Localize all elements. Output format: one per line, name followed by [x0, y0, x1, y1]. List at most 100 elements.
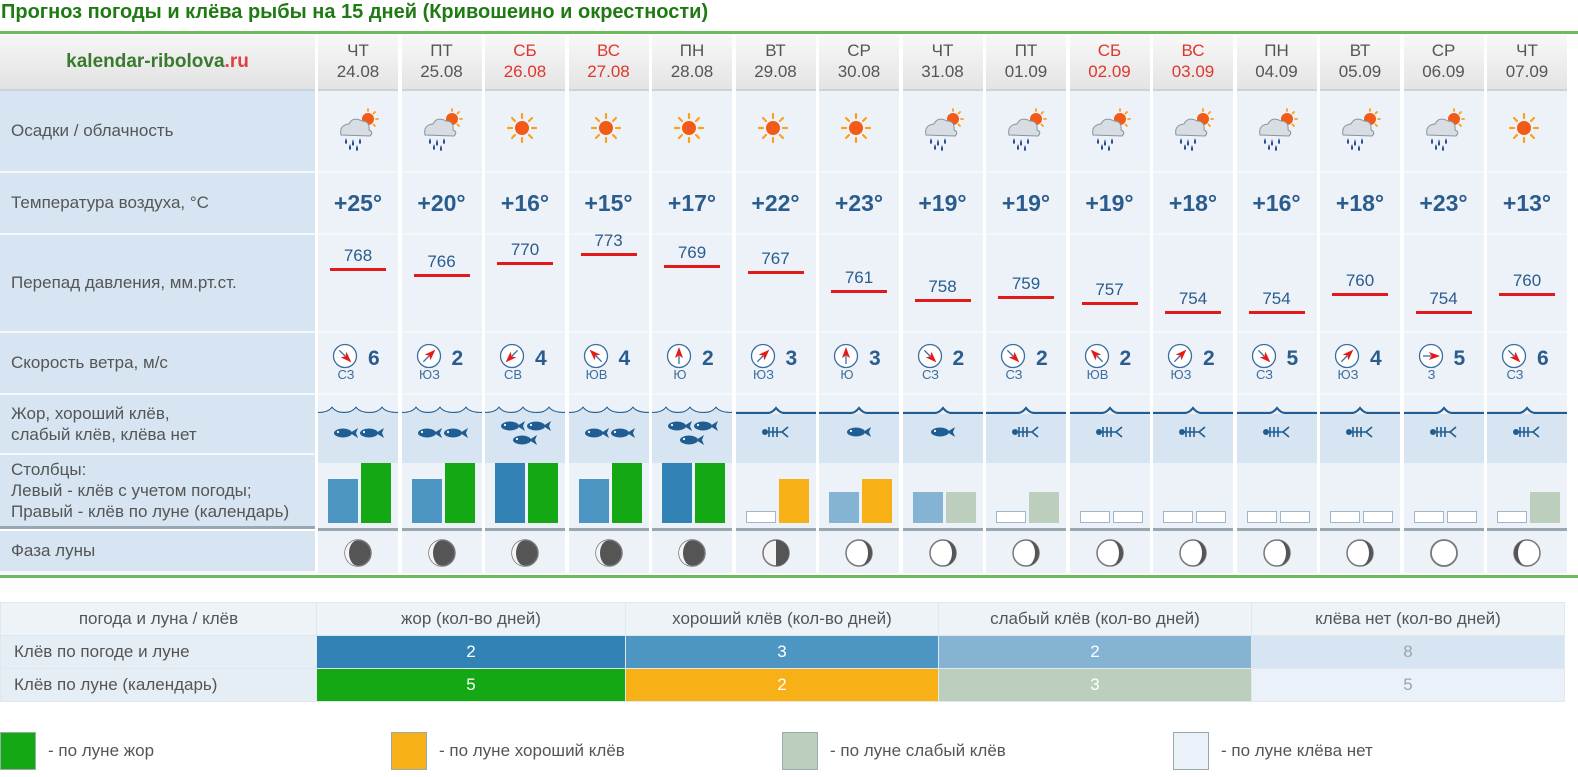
day-date: 05.09: [1338, 62, 1382, 81]
day-column: ЧТ 31.08 +19° 758 СЗ 2: [902, 35, 983, 573]
rain-cloud-sun-icon: [1425, 108, 1465, 151]
pressure-value: 759: [1011, 273, 1041, 293]
wind-direction-icon: [1167, 343, 1193, 369]
pressure-value: 758: [928, 276, 957, 296]
bars-cell: [1069, 455, 1150, 531]
bite-cell: [1236, 395, 1317, 463]
weather-bite-bar: [1413, 511, 1444, 523]
bars-cell: [1236, 455, 1317, 531]
wind-direction: ЮЗ: [1337, 367, 1359, 382]
day-column: СР 30.08 +23° 761 Ю 3: [819, 35, 899, 573]
moon-phase-icon: [1262, 539, 1291, 567]
summary-cell: 3: [625, 635, 939, 669]
pressure-cell: 757: [1069, 235, 1150, 333]
day-column: ЧТ 24.08 +25° 768 СЗ 6: [318, 35, 398, 573]
bite-cell: [401, 395, 482, 463]
day-header: ПТ 01.09: [986, 35, 1066, 91]
weather-bite-bar: [578, 479, 609, 523]
top-divider: [0, 31, 1578, 34]
day-of-week: СБ: [513, 41, 537, 60]
day-date: 26.08: [503, 62, 547, 81]
bite-cell: [735, 395, 816, 463]
summary-cell: 3: [938, 668, 1252, 702]
summary-header: слабый клёв (кол-во дней): [938, 602, 1252, 636]
temperature-value: +19°: [902, 173, 983, 235]
bite-cell: [902, 395, 983, 463]
temperature-value: +25°: [318, 173, 398, 235]
day-column: ПТ 25.08 +20° 766 ЮЗ 2: [401, 35, 482, 573]
moon-cell: [1237, 531, 1317, 573]
sun-icon: [673, 112, 705, 144]
pressure-value: 754: [1178, 288, 1208, 308]
pressure-line: [1165, 310, 1221, 314]
site-logo[interactable]: kalendar-ribolova .ru: [0, 35, 315, 91]
bite-cell: [1487, 395, 1567, 463]
day-column: ВТ 05.09 +18° 760 ЮЗ 4: [1320, 35, 1400, 573]
wind-direction: ЮВ: [585, 367, 608, 382]
summary-cell: 2: [316, 635, 626, 669]
wind-direction-icon: [917, 343, 942, 369]
pressure-value: 754: [1262, 288, 1291, 308]
bars-cell: [986, 455, 1066, 531]
pressure-value: 768: [343, 246, 373, 266]
weather-cell: [401, 91, 482, 173]
legend-swatch: [1173, 732, 1209, 770]
wind-direction-icon: [833, 343, 859, 369]
day-column: ПН 28.08 +17° 769 Ю 2: [652, 35, 732, 573]
weather-bite-bar: [1246, 511, 1277, 523]
wind-direction: ЮВ: [1086, 367, 1109, 382]
day-of-week: ВТ: [1349, 41, 1371, 60]
bite-none-icon: [1487, 406, 1567, 463]
wind-direction: Ю: [840, 367, 854, 382]
weather-bite-bar: [495, 463, 525, 523]
wind-direction: ЮЗ: [1170, 367, 1192, 382]
moon-phase-icon: [761, 539, 790, 567]
wind-direction: СЗ: [1506, 367, 1524, 382]
legend-label: - по луне жор: [48, 741, 155, 760]
day-header: ЧТ 24.08: [318, 35, 398, 91]
weather-bite-bar: [411, 479, 442, 523]
day-header: ЧТ 07.09: [1487, 35, 1567, 91]
pressure-cell: 758: [902, 235, 983, 333]
bite-cell: [1320, 395, 1400, 463]
wind-speed: 5: [1453, 347, 1466, 370]
forecast-grid: kalendar-ribolova .ru Осадки / облачность…: [0, 35, 1578, 573]
day-date: 02.09: [1088, 62, 1131, 81]
pressure-line: [413, 274, 470, 278]
pressure-value: 767: [761, 249, 790, 269]
weather-cell: [318, 91, 398, 173]
bars-cell: [1403, 455, 1484, 531]
wind-cell: СЗ 2: [902, 333, 983, 395]
pressure-line: [1415, 310, 1472, 314]
bite-weak-icon: [819, 406, 899, 463]
pressure-cell: 773: [568, 231, 649, 333]
bite-cell: [652, 395, 732, 463]
temperature-value: +19°: [1069, 173, 1150, 235]
bite-cell: [986, 395, 1066, 463]
day-header: ВС 27.08: [568, 35, 649, 91]
wind-speed: 2: [1036, 347, 1048, 370]
moon-bite-bar: [862, 479, 892, 523]
day-column: СБ 02.09 +19° 757 ЮВ 2: [1069, 35, 1150, 573]
pressure-value: 761: [844, 267, 874, 287]
wind-cell: ЮЗ 2: [1153, 333, 1233, 395]
summary-header: жор (кол-во дней): [316, 602, 626, 636]
day-header: СБ 26.08: [485, 35, 565, 91]
bars-cell: [1153, 455, 1233, 531]
weather-cell: [1236, 91, 1317, 173]
day-column: ВТ 29.08 +22° 767 ЮЗ 3: [735, 35, 816, 573]
moon-bite-bar: [695, 463, 725, 523]
weather-cell: [986, 91, 1066, 173]
wind-speed: 6: [368, 347, 380, 370]
moon-cell: [986, 531, 1066, 573]
bite-weak-icon: [902, 406, 983, 463]
rain-cloud-sun-icon: [1258, 108, 1298, 151]
day-of-week: ПТ: [1014, 41, 1038, 60]
weather-bite-bar: [1163, 511, 1193, 523]
pressure-line: [1081, 301, 1138, 305]
pressure-cell: 754: [1153, 235, 1233, 333]
moon-bite-bar: [1530, 492, 1560, 523]
weather-cell: [735, 91, 816, 173]
bite-none-icon: [1153, 406, 1233, 463]
wind-cell: СЗ 2: [986, 333, 1066, 395]
